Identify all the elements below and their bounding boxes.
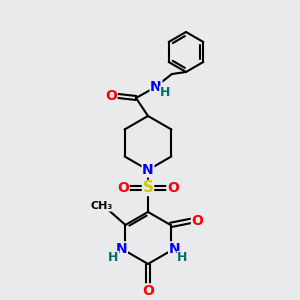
Text: S: S bbox=[142, 181, 154, 196]
Text: O: O bbox=[167, 181, 179, 195]
Text: N: N bbox=[142, 163, 154, 177]
Text: O: O bbox=[117, 181, 129, 195]
Text: N: N bbox=[169, 242, 180, 256]
Text: N: N bbox=[150, 80, 162, 94]
Text: O: O bbox=[192, 214, 203, 228]
Text: H: H bbox=[177, 251, 188, 264]
Text: H: H bbox=[160, 86, 170, 100]
Text: CH₃: CH₃ bbox=[90, 201, 112, 211]
Text: N: N bbox=[116, 242, 127, 256]
Text: H: H bbox=[108, 251, 119, 264]
Text: O: O bbox=[142, 284, 154, 298]
Text: O: O bbox=[105, 89, 117, 103]
